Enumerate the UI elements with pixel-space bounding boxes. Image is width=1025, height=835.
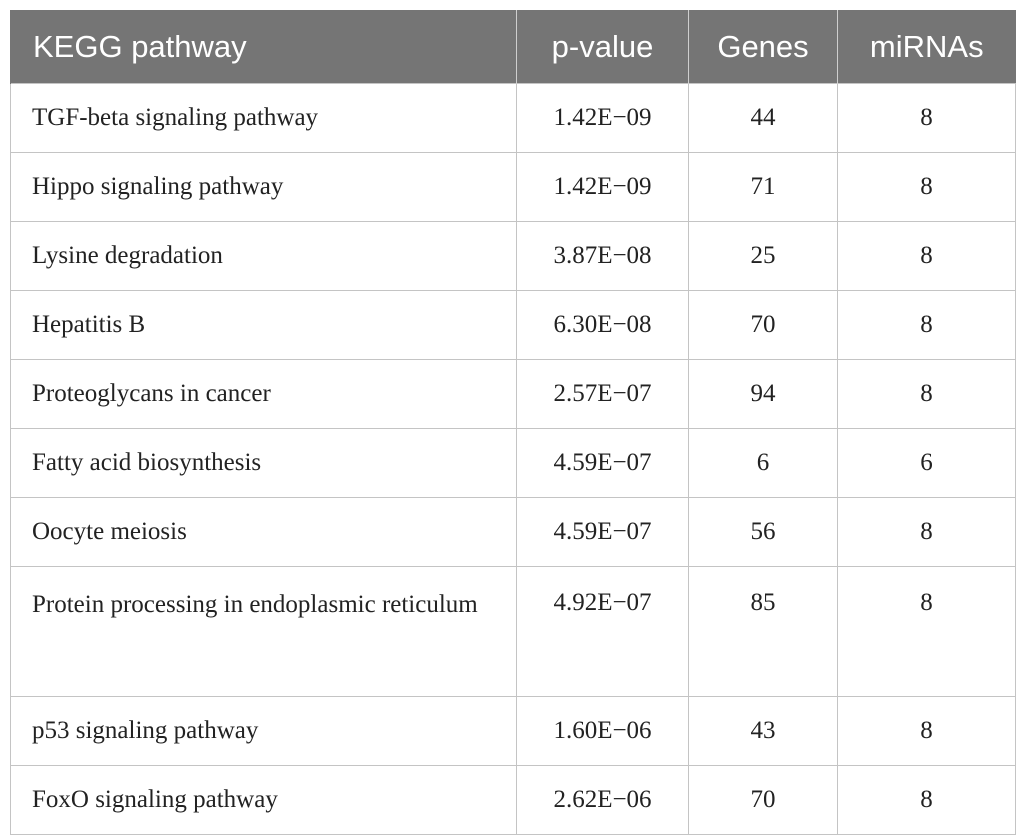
mirnas-cell: 8 <box>837 152 1016 222</box>
pathway-cell: Proteoglycans in cancer <box>10 359 517 429</box>
mirnas-cell: 8 <box>837 765 1016 835</box>
pathway-cell: Fatty acid biosynthesis <box>10 428 517 498</box>
genes-cell: 71 <box>688 152 838 222</box>
p-value-cell: 4.59E−07 <box>516 497 689 567</box>
pathway-cell: Protein processing in endoplasmic reticu… <box>10 566 517 697</box>
p-value-cell: 1.60E−06 <box>516 696 689 766</box>
table-header: KEGG pathway p-value Genes miRNAs <box>10 10 1016 84</box>
genes-cell: 70 <box>688 290 838 360</box>
header-genes: Genes <box>688 10 838 84</box>
p-value-cell: 1.42E−09 <box>516 83 689 153</box>
p-value-cell: 2.62E−06 <box>516 765 689 835</box>
table-row: Protein processing in endoplasmic reticu… <box>10 566 1016 697</box>
table-row: FoxO signaling pathway 2.62E−06 70 8 <box>10 765 1016 835</box>
genes-cell: 25 <box>688 221 838 291</box>
genes-cell: 70 <box>688 765 838 835</box>
genes-cell: 85 <box>688 566 838 697</box>
genes-cell: 56 <box>688 497 838 567</box>
table-row: Oocyte meiosis 4.59E−07 56 8 <box>10 497 1016 567</box>
mirnas-cell: 8 <box>837 497 1016 567</box>
header-mirnas: miRNAs <box>837 10 1016 84</box>
genes-cell: 6 <box>688 428 838 498</box>
mirnas-cell: 8 <box>837 696 1016 766</box>
table-row: p53 signaling pathway 1.60E−06 43 8 <box>10 696 1016 766</box>
pathway-cell: Hippo signaling pathway <box>10 152 517 222</box>
mirnas-cell: 8 <box>837 83 1016 153</box>
table-row: Lysine degradation 3.87E−08 25 8 <box>10 221 1016 291</box>
genes-cell: 43 <box>688 696 838 766</box>
pathway-cell: FoxO signaling pathway <box>10 765 517 835</box>
pathway-cell: TGF-beta signaling pathway <box>10 83 517 153</box>
table-body: TGF-beta signaling pathway 1.42E−09 44 8… <box>10 83 1016 835</box>
header-p-value: p-value <box>516 10 689 84</box>
pathway-cell: Oocyte meiosis <box>10 497 517 567</box>
p-value-cell: 4.59E−07 <box>516 428 689 498</box>
header-row: KEGG pathway p-value Genes miRNAs <box>10 10 1016 84</box>
table-row: Hippo signaling pathway 1.42E−09 71 8 <box>10 152 1016 222</box>
p-value-cell: 6.30E−08 <box>516 290 689 360</box>
kegg-pathway-table-container: KEGG pathway p-value Genes miRNAs TGF-be… <box>10 10 1016 835</box>
pathway-cell: p53 signaling pathway <box>10 696 517 766</box>
mirnas-cell: 8 <box>837 290 1016 360</box>
mirnas-cell: 6 <box>837 428 1016 498</box>
pathway-cell: Lysine degradation <box>10 221 517 291</box>
genes-cell: 94 <box>688 359 838 429</box>
kegg-pathway-table: KEGG pathway p-value Genes miRNAs TGF-be… <box>10 10 1016 835</box>
mirnas-cell: 8 <box>837 221 1016 291</box>
pathway-cell: Hepatitis B <box>10 290 517 360</box>
mirnas-cell: 8 <box>837 566 1016 697</box>
mirnas-cell: 8 <box>837 359 1016 429</box>
p-value-cell: 4.92E−07 <box>516 566 689 697</box>
p-value-cell: 1.42E−09 <box>516 152 689 222</box>
table-row: Fatty acid biosynthesis 4.59E−07 6 6 <box>10 428 1016 498</box>
table-row: TGF-beta signaling pathway 1.42E−09 44 8 <box>10 83 1016 153</box>
header-kegg-pathway: KEGG pathway <box>10 10 517 84</box>
genes-cell: 44 <box>688 83 838 153</box>
table-row: Hepatitis B 6.30E−08 70 8 <box>10 290 1016 360</box>
table-row: Proteoglycans in cancer 2.57E−07 94 8 <box>10 359 1016 429</box>
p-value-cell: 2.57E−07 <box>516 359 689 429</box>
p-value-cell: 3.87E−08 <box>516 221 689 291</box>
